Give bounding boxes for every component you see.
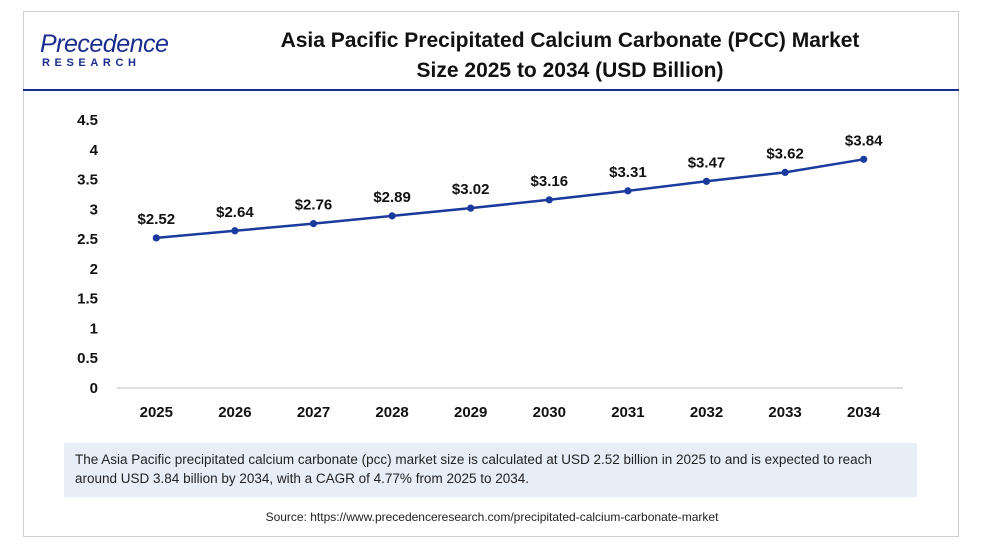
y-tick-label: 3.5 xyxy=(77,172,98,189)
y-tick-label: 2 xyxy=(90,261,98,278)
y-tick-label: 0.5 xyxy=(77,350,98,367)
series-line xyxy=(156,158,864,240)
data-point xyxy=(467,204,475,212)
data-points xyxy=(152,155,868,242)
x-tick-label: 2034 xyxy=(847,404,881,421)
data-point xyxy=(702,177,711,185)
logo-subtitle: RESEARCH xyxy=(42,57,141,69)
data-point xyxy=(624,187,632,195)
y-tick-label: 4 xyxy=(90,142,99,159)
data-labels: $2.52 $2.64 $2.76 $2.89 $3.02 $3.16 $3.31 $3.47… xyxy=(138,132,884,228)
data-point xyxy=(860,155,868,163)
line-chart: 00.511.522.533.544.5 2025 2026 2027 2028 202… xyxy=(77,112,903,421)
x-tick-label: 2026 xyxy=(218,404,251,421)
data-point xyxy=(309,220,318,228)
x-tick-label: 2030 xyxy=(533,404,566,421)
header xyxy=(23,11,959,91)
x-tick-label: 2028 xyxy=(375,404,408,421)
data-label: $2.89 xyxy=(373,189,411,206)
data-label: $3.84 xyxy=(845,132,883,149)
y-tick-label: 4.5 xyxy=(77,112,98,129)
data-label: $2.64 xyxy=(216,204,254,221)
data-point xyxy=(781,168,789,177)
x-tick-label: 2029 xyxy=(454,404,487,421)
summary-note: The Asia Pacific precipitated calcium ca… xyxy=(64,443,917,497)
x-tick-label: 2032 xyxy=(690,404,723,421)
y-tick-label: 1 xyxy=(90,320,98,337)
y-tick-label: 2.5 xyxy=(77,231,98,248)
precedence-research-logo: Precedence RESEARCH xyxy=(40,30,190,75)
chart-title-line-2: Size 2025 to 2034 (USD Billion) xyxy=(416,59,724,82)
x-tick-label: 2033 xyxy=(768,404,801,421)
y-axis-ticks: 0 0.5 1 1.5 2 2.5 3 3.5 4 4.5 xyxy=(77,112,99,397)
x-tick-label: 2031 xyxy=(611,404,644,421)
source-text: Source: https://www.precedenceresearch.c… xyxy=(265,510,719,524)
data-point xyxy=(231,227,239,235)
x-tick-label: 2027 xyxy=(297,404,330,421)
y-tick-label: 0 xyxy=(90,380,98,397)
x-tick-label: 2025 xyxy=(140,404,173,421)
data-label: $3.02 xyxy=(452,181,490,198)
data-label: $3.62 xyxy=(766,145,804,162)
data-point xyxy=(388,212,396,220)
logo-wordmark: Precedence xyxy=(40,30,169,58)
x-axis-ticks: 2025 2026 2027 2028 2029 2030 2031 2032 2033 2034 xyxy=(140,404,881,421)
chart-title: Asia Pacific Precipitated Calcium Carbon… xyxy=(225,26,915,86)
chart-title-line-1: Asia Pacific Precipitated Calcium Carbon… xyxy=(280,29,860,52)
data-label: $2.52 xyxy=(138,211,176,228)
y-tick-label: 1.5 xyxy=(77,291,98,308)
data-label: $3.16 xyxy=(531,173,569,190)
data-label: $3.31 xyxy=(609,164,647,181)
data-label: $2.76 xyxy=(295,197,333,214)
y-tick-label: 3 xyxy=(90,201,98,218)
data-point xyxy=(152,234,160,242)
data-point xyxy=(545,196,553,204)
data-label: $3.47 xyxy=(688,154,726,171)
